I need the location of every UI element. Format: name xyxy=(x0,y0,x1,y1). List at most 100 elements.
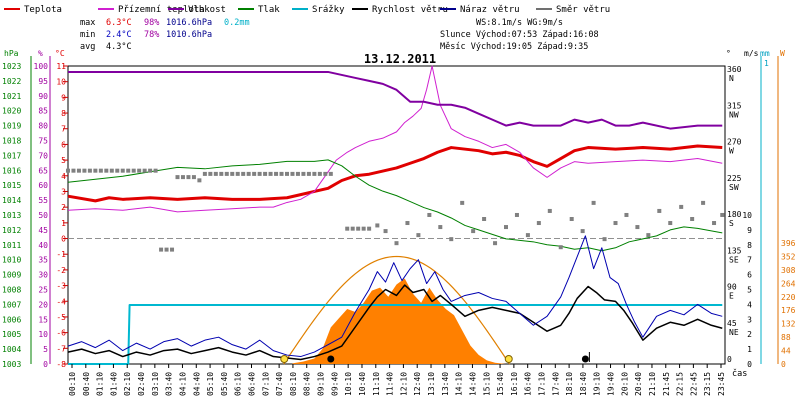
x-tick-label: 10:10 xyxy=(344,372,353,396)
wind-tick: 7 xyxy=(747,256,752,265)
direction-point xyxy=(66,168,70,173)
x-axis-label: čas xyxy=(732,368,747,379)
pressure-tick: 1011 xyxy=(2,241,21,250)
direction-tick-compass: NW xyxy=(729,110,739,119)
direction-point xyxy=(328,171,333,176)
direction-point xyxy=(635,225,640,230)
wind-tick: 3 xyxy=(747,315,752,324)
direction-tick: 0 xyxy=(727,355,732,364)
humidity-tick: 45 xyxy=(38,226,48,235)
x-tick-label: 08:10 xyxy=(289,372,298,396)
direction-point xyxy=(115,168,120,173)
direction-point xyxy=(514,212,519,217)
x-tick-label: 11:40 xyxy=(386,372,395,396)
direction-point xyxy=(356,226,361,231)
pressure-tick: 1017 xyxy=(2,151,21,160)
direction-point xyxy=(471,229,476,234)
direction-point xyxy=(383,229,388,234)
temperature-tick: 8 xyxy=(61,109,66,118)
x-tick-label: 13:10 xyxy=(427,372,436,396)
x-tick-label: 21:10 xyxy=(648,372,657,396)
x-tick-label: 04:40 xyxy=(192,372,201,396)
humidity-tick: 35 xyxy=(38,256,48,265)
legend-label: Rychlost větru xyxy=(372,5,448,15)
direction-tick-compass: N xyxy=(729,74,734,83)
wind-tick: 10 xyxy=(742,211,752,220)
direction-point xyxy=(137,168,142,173)
direction-point xyxy=(375,223,380,228)
pressure-tick: 1004 xyxy=(2,345,21,354)
solar-radiation-area xyxy=(292,278,506,364)
direction-point xyxy=(268,171,273,176)
direction-point xyxy=(109,168,114,173)
x-tick-label: 19:10 xyxy=(593,372,602,396)
direction-point xyxy=(186,175,191,180)
rain-axis-label: mm xyxy=(760,49,770,58)
direction-point xyxy=(170,247,175,252)
direction-point xyxy=(427,212,432,217)
direction-point xyxy=(536,221,541,226)
theoretical-radiation-curve xyxy=(283,255,511,365)
x-tick-label: 23:45 xyxy=(717,372,726,396)
direction-point xyxy=(285,171,289,176)
solar-tick: 396 xyxy=(781,239,796,248)
wind-tick: 0 xyxy=(747,360,752,369)
direction-point xyxy=(525,233,530,238)
direction-tick-compass: S xyxy=(729,219,734,228)
x-tick-label: 14:40 xyxy=(468,372,477,396)
stat-avg-label: avg xyxy=(80,42,95,52)
direction-point xyxy=(274,171,279,176)
humidity-tick: 95 xyxy=(38,77,48,86)
humidity-tick: 85 xyxy=(38,107,48,116)
pressure-tick: 1012 xyxy=(2,226,21,235)
moon-marker xyxy=(581,355,589,363)
direction-point xyxy=(93,168,98,173)
direction-point xyxy=(449,237,454,242)
direction-point xyxy=(202,171,207,176)
pressure-tick: 1019 xyxy=(2,122,21,131)
direction-point xyxy=(646,233,651,238)
x-tick-label: 05:10 xyxy=(206,372,215,396)
x-tick-label: 10:40 xyxy=(358,372,367,396)
temperature-tick: -8 xyxy=(56,360,66,369)
x-tick-label: 18:40 xyxy=(579,372,588,396)
sun-marker xyxy=(280,355,289,363)
x-tick-label: 22:45 xyxy=(689,372,698,396)
direction-point xyxy=(295,171,300,176)
humidity-tick: 15 xyxy=(38,315,48,324)
direction-tick-compass: W xyxy=(729,147,734,156)
direction-point xyxy=(460,200,465,205)
direction-point xyxy=(76,168,81,173)
humidity-axis-label: % xyxy=(38,49,43,58)
humidity-tick: 50 xyxy=(38,211,48,220)
direction-point xyxy=(493,241,498,246)
wind-tick: 4 xyxy=(747,300,752,309)
solar-series xyxy=(283,255,511,365)
humidity-tick: 90 xyxy=(38,92,48,101)
direction-tick-compass: E xyxy=(729,292,734,301)
direction-point xyxy=(306,171,311,176)
solar-axis-label: W xyxy=(780,49,785,58)
pressure-tick: 1015 xyxy=(2,181,21,190)
x-tick-label: 03:40 xyxy=(165,372,174,396)
direction-point xyxy=(405,221,410,226)
humidity-tick: 75 xyxy=(38,137,48,146)
humidity-tick: 65 xyxy=(38,166,48,175)
x-tick-label: 02:10 xyxy=(123,372,132,396)
direction-point xyxy=(126,168,131,173)
x-tick-label: 17:40 xyxy=(551,372,560,396)
pressure-tick: 1016 xyxy=(2,166,21,175)
direction-tick: 180 xyxy=(727,210,742,219)
humidity-tick: 5 xyxy=(43,345,48,354)
direction-point xyxy=(180,175,185,180)
x-tick-label: 04:10 xyxy=(178,372,187,396)
legend-label: Srážky xyxy=(312,5,345,15)
direction-point xyxy=(668,221,673,226)
x-tick-label: 01:40 xyxy=(109,372,118,396)
pressure-tick: 1007 xyxy=(2,300,21,309)
direction-tick: 360 xyxy=(727,65,742,74)
x-tick-label: 12:40 xyxy=(413,372,422,396)
x-tick-label: 07:40 xyxy=(275,372,284,396)
